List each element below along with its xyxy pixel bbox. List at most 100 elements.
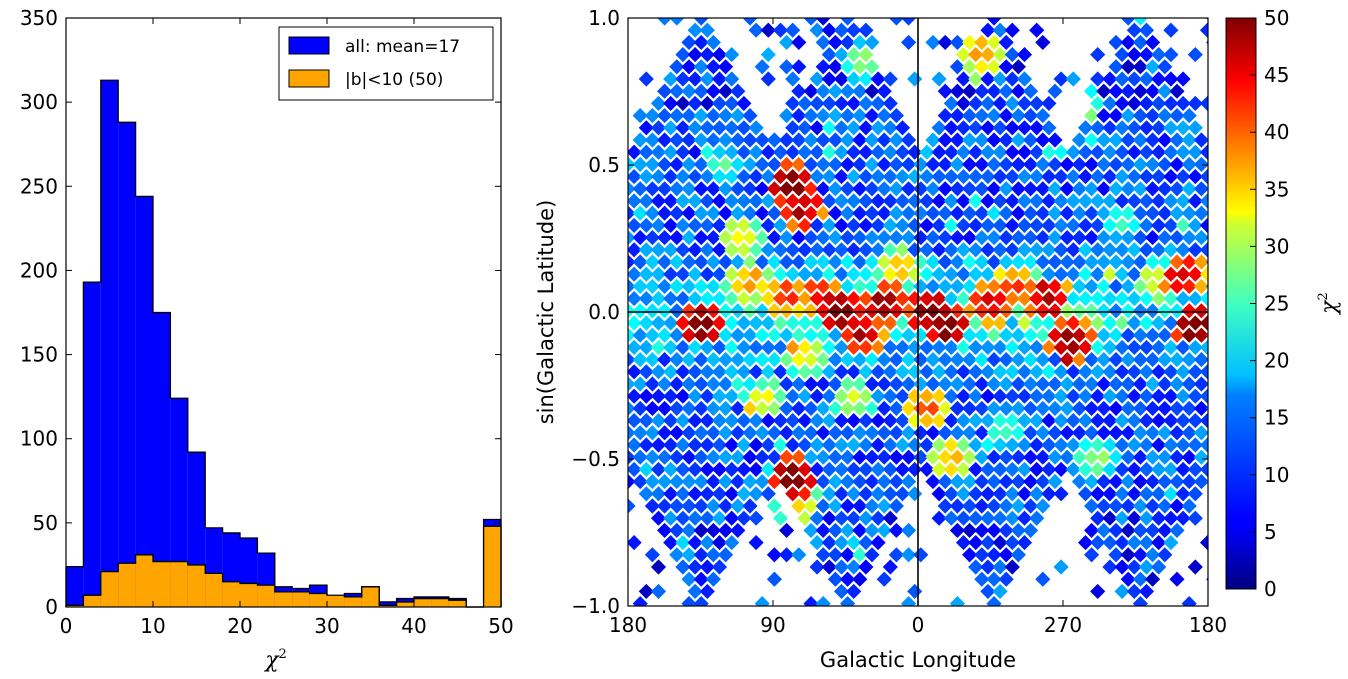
sky-pixel [1084, 205, 1100, 221]
sky-pixel [949, 449, 965, 465]
sky-pixel [1041, 461, 1057, 477]
sky-pixel [711, 217, 728, 233]
sky-pixel [681, 352, 697, 368]
sky-pixel [852, 303, 868, 319]
sky-pixel [815, 18, 831, 26]
sky-pixel [827, 278, 843, 294]
sky-pixel [974, 83, 990, 99]
sky-pixel [882, 242, 898, 258]
sky-pixel [803, 400, 819, 416]
sky-pixel [1108, 181, 1124, 197]
sky-pixel [803, 230, 819, 246]
sky-pixel [888, 547, 904, 563]
legend-label-plane: |b|<10 (50) [345, 70, 443, 90]
sky-pixel [711, 559, 728, 575]
sky-pixel [1120, 83, 1136, 99]
sky-pixel [1157, 181, 1173, 197]
sky-pixel [815, 474, 831, 490]
sky-pixel [718, 132, 734, 148]
sky-pixel [870, 388, 886, 404]
legend-swatch-plane [288, 69, 330, 88]
sky-pixel [1010, 83, 1026, 99]
sky-pixel [1102, 120, 1118, 136]
sky-pixel [724, 535, 740, 551]
sky-pixel [1071, 205, 1087, 221]
sky-pixel [986, 449, 1002, 465]
sky-pixel [846, 95, 862, 111]
sky-pixel [1169, 400, 1185, 416]
sky-pixel [1175, 71, 1191, 87]
sky-pixel [1053, 144, 1069, 160]
sky-pixel [827, 205, 843, 221]
sky-pixel [1059, 205, 1075, 221]
sky-pixel [1138, 437, 1155, 453]
sky-pixel [628, 144, 642, 160]
sky-pixel [693, 230, 709, 246]
sky-pixel [1096, 83, 1112, 99]
sky-pixel [1096, 254, 1112, 270]
sky-pixel [1102, 364, 1118, 380]
sky-pixel [858, 461, 874, 477]
y-tick-label: 50 [33, 511, 58, 535]
sky-pixel [779, 205, 795, 221]
sky-pixel [1047, 205, 1063, 221]
sky-pixel [888, 352, 904, 368]
sky-pixel [980, 461, 996, 477]
sky-pixel [791, 156, 807, 172]
sky-pixel [821, 339, 837, 355]
sky-pixel [1145, 303, 1161, 319]
sky-pixel [760, 291, 776, 307]
sky-pixel [1041, 266, 1057, 282]
sky-pixel [785, 144, 801, 160]
sky-pixel [901, 547, 917, 563]
sky-pixel [1016, 291, 1033, 307]
sky-pixel [1035, 230, 1051, 246]
sky-pixel [1108, 59, 1124, 75]
sky-pixel [1145, 83, 1161, 99]
sky-pixel [1102, 95, 1118, 111]
sky-pixel [705, 59, 721, 75]
sky-pixel [785, 169, 801, 185]
sky-pixel [955, 71, 972, 87]
sky-pixel [846, 22, 862, 38]
sky-pixel [858, 559, 874, 575]
sky-pixel [797, 339, 813, 355]
sky-pixel [669, 83, 685, 99]
sky-pixel [797, 120, 813, 136]
sky-pixel [998, 376, 1014, 392]
sky-pixel [1157, 205, 1173, 221]
sky-pixel [1053, 388, 1069, 404]
sky-pixel [1145, 205, 1161, 221]
sky-pixel [876, 522, 892, 538]
sky-pixel [1114, 47, 1130, 63]
sky-pixel [724, 47, 740, 63]
sky-pixel [943, 413, 959, 429]
sky-pixel [1114, 510, 1130, 526]
sky-pixel [1199, 461, 1208, 477]
sky-pixel [760, 339, 776, 355]
sky-pixel [931, 120, 947, 136]
sky-pixel [779, 547, 795, 563]
sky-pixel [821, 47, 837, 63]
sky-pixel [852, 449, 868, 465]
sky-pixel [779, 156, 795, 172]
sky-pixel [657, 83, 673, 99]
sky-pixel [1023, 522, 1039, 538]
sky-pixel [1053, 71, 1069, 87]
sky-pixel [1096, 108, 1112, 124]
sky-pixel [736, 193, 752, 209]
sky-pixel [901, 18, 917, 26]
sky-pixel [1138, 120, 1155, 136]
sky-pixel [687, 413, 703, 429]
sky-pixel [675, 95, 691, 111]
sky-pixel [1157, 278, 1173, 294]
sky-pixel [803, 205, 819, 221]
sky-pixel [699, 510, 715, 526]
sky-pixel [876, 376, 892, 392]
sky-pixel [754, 254, 770, 270]
sky-pixel [1084, 425, 1100, 441]
sky-pixel [1077, 535, 1094, 551]
sky-pixel [888, 474, 904, 490]
sky-pixel [1199, 413, 1208, 429]
sky-pixel [1010, 278, 1026, 294]
